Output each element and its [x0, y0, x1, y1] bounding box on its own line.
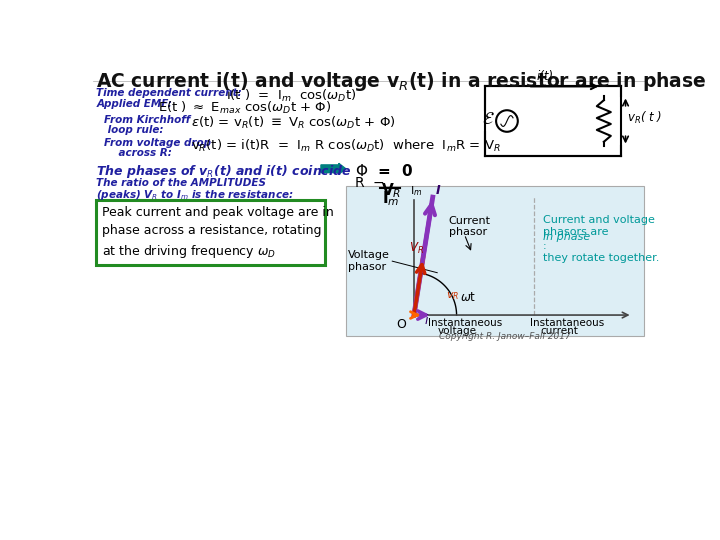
Text: From voltage drop: From voltage drop	[104, 138, 211, 148]
Text: Copyright R. Janow–Fall 2017: Copyright R. Janow–Fall 2017	[438, 332, 570, 341]
Text: V$_R$: V$_R$	[382, 181, 402, 200]
FancyBboxPatch shape	[96, 200, 325, 265]
Text: AC current i(t) and voltage v$_R$(t) in a resistor are in phase: AC current i(t) and voltage v$_R$(t) in …	[96, 70, 707, 93]
Text: $\varepsilon$(t) = v$_R$(t) $\equiv$ V$_R$ cos($\omega_D$t + $\Phi$): $\varepsilon$(t) = v$_R$(t) $\equiv$ V$_…	[191, 115, 395, 131]
Text: (peaks) V$_R$ to I$_m$ is the resistance:: (peaks) V$_R$ to I$_m$ is the resistance…	[96, 188, 294, 202]
Text: $\mathcal{E}$: $\mathcal{E}$	[482, 111, 495, 129]
Bar	[485, 86, 621, 156]
Text: Instantaneous: Instantaneous	[428, 318, 502, 328]
Text: The ratio of the AMPLITUDES: The ratio of the AMPLITUDES	[96, 178, 266, 188]
Text: voltage: voltage	[437, 326, 476, 335]
Text: Voltage
phasor: Voltage phasor	[348, 251, 390, 272]
Text: Current
phasor: Current phasor	[449, 215, 491, 237]
Text: $V_R$: $V_R$	[409, 241, 424, 256]
Text: $v_R$: $v_R$	[446, 290, 460, 302]
Text: loop rule:: loop rule:	[104, 125, 163, 135]
Text: Applied EMF:: Applied EMF:	[96, 99, 172, 110]
FancyArrow shape	[321, 164, 346, 174]
Text: Current and voltage
phasors are: Current and voltage phasors are	[543, 215, 654, 237]
Text: Time dependent current:: Time dependent current:	[96, 88, 242, 98]
Text: i: i	[425, 314, 428, 327]
Text: R  $-$: R $-$	[354, 176, 384, 190]
Text: in phase: in phase	[543, 232, 590, 242]
Text: $\Phi$  =  0: $\Phi$ = 0	[355, 164, 413, 179]
Text: across R:: across R:	[104, 148, 172, 158]
Text: I: I	[436, 184, 441, 197]
Text: current: current	[540, 326, 578, 335]
Text: v$_R$( t ): v$_R$( t )	[627, 110, 662, 126]
Text: I$_m$: I$_m$	[410, 184, 423, 198]
Text: :
they rotate together.: : they rotate together.	[543, 241, 659, 263]
Text: I$_m$: I$_m$	[382, 190, 400, 208]
Text: v$_R$(t) = i(t)R  =  I$_m$ R cos($\omega_D$t)  where  I$_m$R = V$_R$: v$_R$(t) = i(t)R = I$_m$ R cos($\omega_D…	[191, 138, 500, 154]
Text: i(t )  =  I$_m$  cos($\omega_D$t): i(t ) = I$_m$ cos($\omega_D$t)	[225, 88, 356, 104]
Text: $\mathsf{E}$(t ) $\approx$ E$_{max}$ cos($\omega_D$t + $\Phi$): $\mathsf{E}$(t ) $\approx$ E$_{max}$ cos…	[158, 99, 331, 116]
Text: O: O	[396, 318, 406, 331]
Text: Peak current and peak voltage are in
phase across a resistance, rotating
at the : Peak current and peak voltage are in pha…	[102, 206, 334, 260]
Text: i(t): i(t)	[536, 70, 554, 83]
Text: Instantaneous: Instantaneous	[530, 318, 605, 328]
Text: From Kirchhoff: From Kirchhoff	[104, 115, 190, 125]
Text: $\omega$t: $\omega$t	[461, 291, 477, 304]
Text: The phases of v$_R$(t) and i(t) coincide: The phases of v$_R$(t) and i(t) coincide	[96, 164, 352, 180]
Bar	[346, 186, 644, 336]
